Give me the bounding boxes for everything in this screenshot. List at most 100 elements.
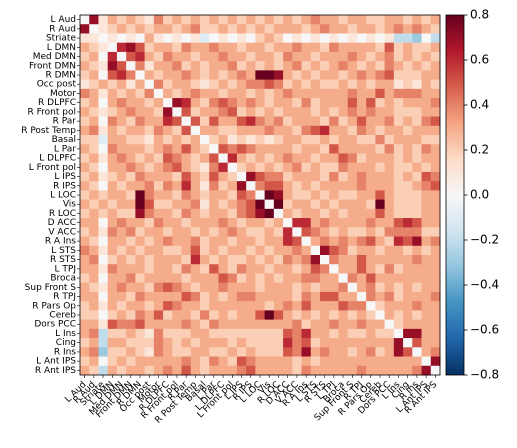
cell xyxy=(421,144,432,154)
cell xyxy=(153,24,164,34)
cell xyxy=(384,273,395,284)
cell xyxy=(421,135,432,145)
cell xyxy=(412,338,422,348)
y-tick-label: Sup Front S xyxy=(25,283,77,293)
cell xyxy=(227,338,238,348)
cell xyxy=(356,301,367,311)
cell xyxy=(172,153,182,164)
cell xyxy=(430,190,441,201)
cell xyxy=(310,310,321,321)
cell xyxy=(190,236,201,247)
cell xyxy=(107,181,118,191)
cell xyxy=(338,171,349,182)
cell xyxy=(412,227,422,237)
cell xyxy=(236,245,247,256)
cell xyxy=(301,264,312,274)
cell xyxy=(135,116,146,127)
cell xyxy=(292,162,302,173)
cell xyxy=(347,98,358,108)
cell xyxy=(283,116,293,127)
cell xyxy=(430,208,441,219)
cell xyxy=(338,181,349,191)
cell xyxy=(347,282,358,293)
cell xyxy=(107,135,118,145)
cell xyxy=(107,61,118,71)
cell xyxy=(200,245,210,256)
cell xyxy=(181,273,192,284)
cell xyxy=(301,171,312,182)
cell xyxy=(320,88,330,99)
cell xyxy=(375,153,386,164)
cell xyxy=(144,291,155,302)
cell xyxy=(172,208,182,219)
cell xyxy=(310,291,321,302)
cell xyxy=(264,61,275,71)
cell xyxy=(126,181,136,191)
cell xyxy=(116,190,127,201)
cell xyxy=(107,301,118,311)
cell xyxy=(403,208,413,219)
cell xyxy=(375,264,386,274)
cell xyxy=(366,70,376,81)
cell xyxy=(273,319,284,330)
cell xyxy=(190,171,201,182)
cell xyxy=(236,70,247,81)
cell xyxy=(310,356,321,367)
cell xyxy=(366,273,376,284)
cell xyxy=(126,61,136,71)
cell xyxy=(356,282,367,293)
cell xyxy=(209,116,219,127)
cell xyxy=(80,255,90,265)
cell xyxy=(273,116,284,127)
y-tick-label: Motor xyxy=(50,89,76,99)
cell xyxy=(320,310,330,321)
cell xyxy=(116,15,127,25)
cell xyxy=(347,291,358,302)
cell xyxy=(209,98,219,108)
cell xyxy=(255,171,266,182)
cell xyxy=(107,236,118,247)
cell xyxy=(421,190,432,201)
cell xyxy=(283,33,293,44)
cell xyxy=(393,227,404,237)
cell xyxy=(190,199,201,210)
cell xyxy=(153,301,164,311)
cell xyxy=(375,347,386,357)
cell xyxy=(153,51,164,62)
cell xyxy=(366,61,376,71)
cell xyxy=(144,162,155,173)
cell xyxy=(246,236,256,247)
cell xyxy=(273,15,284,25)
cell xyxy=(292,301,302,311)
cell xyxy=(218,218,229,228)
cell xyxy=(135,171,146,182)
cell xyxy=(107,328,118,339)
cell xyxy=(190,181,201,191)
cell xyxy=(190,338,201,348)
cell xyxy=(89,107,99,117)
cell xyxy=(135,255,146,265)
cell xyxy=(338,70,349,81)
cell xyxy=(338,135,349,145)
cell xyxy=(153,328,164,339)
cell xyxy=(375,33,386,44)
cell xyxy=(301,328,312,339)
cell xyxy=(172,98,182,108)
cell xyxy=(255,51,266,62)
cell xyxy=(393,301,404,311)
cell xyxy=(246,70,256,81)
cell xyxy=(347,199,358,210)
cell xyxy=(375,88,386,99)
cell xyxy=(338,236,349,247)
cell xyxy=(347,356,358,367)
cell xyxy=(292,291,302,302)
cell xyxy=(393,291,404,302)
cell xyxy=(80,291,90,302)
cell xyxy=(200,356,210,367)
cell xyxy=(329,255,339,265)
cell xyxy=(273,328,284,339)
cell xyxy=(246,79,256,90)
cell xyxy=(283,338,293,348)
cell xyxy=(273,181,284,191)
cell xyxy=(292,98,302,108)
